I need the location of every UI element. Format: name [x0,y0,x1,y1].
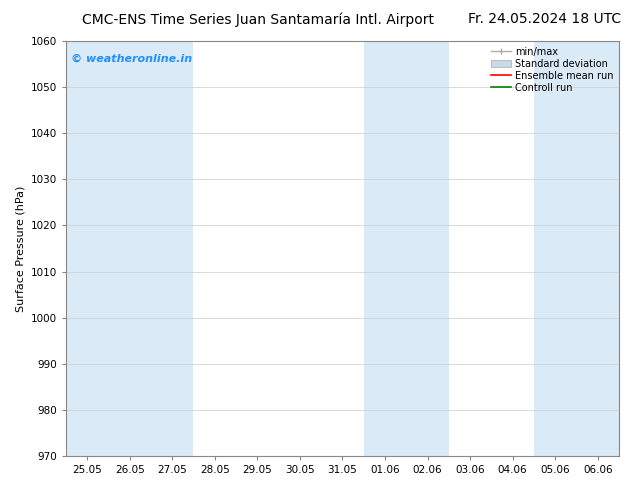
Bar [364,41,406,456]
Bar [66,41,108,456]
Bar [108,41,151,456]
Text: Fr. 24.05.2024 18 UTC: Fr. 24.05.2024 18 UTC [468,12,621,26]
Bar [151,41,193,456]
Legend: min/max, Standard deviation, Ensemble mean run, Controll run: min/max, Standard deviation, Ensemble me… [488,44,616,96]
Text: © weatheronline.in: © weatheronline.in [72,53,193,64]
Bar [406,41,449,456]
Text: CMC-ENS Time Series Juan Santamaría Intl. Airport: CMC-ENS Time Series Juan Santamaría Intl… [82,12,434,27]
Bar [534,41,576,456]
Y-axis label: Surface Pressure (hPa): Surface Pressure (hPa) [15,185,25,312]
Bar [576,41,619,456]
